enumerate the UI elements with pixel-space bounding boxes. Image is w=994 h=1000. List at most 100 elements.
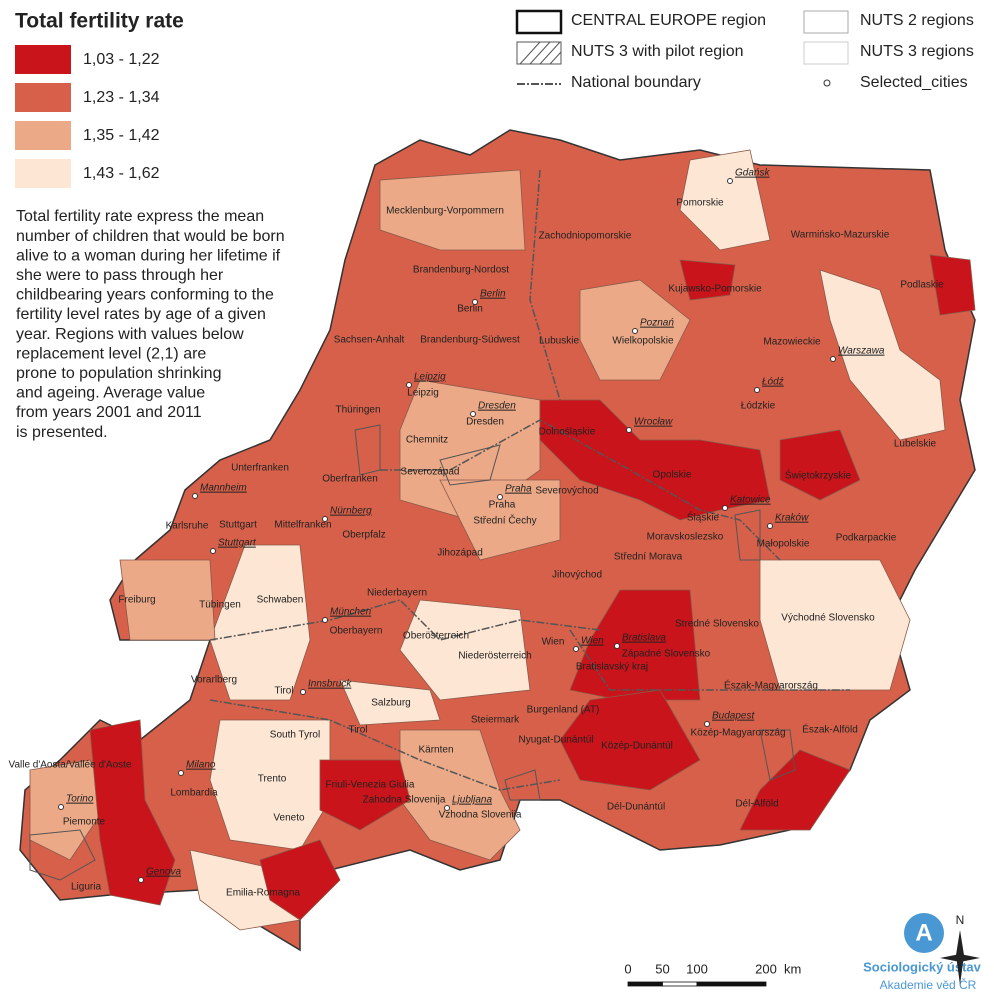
region-label: Leipzig: [407, 388, 439, 399]
region-label: Oberösterreich: [403, 631, 469, 642]
scale-segment: [662, 981, 698, 987]
region-label: Wien: [542, 637, 565, 648]
legend-label: NUTS 3 regions: [860, 43, 974, 60]
region-light: [29, 759, 111, 861]
description-line: prone to population shrinking: [16, 365, 221, 382]
region-light: [379, 169, 526, 251]
description-line: childbearing years conforming to the: [16, 287, 274, 304]
city-label: Wrocław: [634, 417, 673, 428]
region-label: Oberbayern: [330, 626, 383, 637]
description-line: and ageing. Average value: [16, 385, 205, 402]
city-label: München: [330, 607, 372, 618]
region-label: Mazowieckie: [763, 337, 821, 348]
region-label: Severovýchod: [535, 486, 598, 497]
region-label: Közép-Magyarország: [690, 728, 785, 739]
legend-swatch: [15, 83, 71, 112]
pilot-region: [504, 769, 541, 801]
legend-swatch: [15, 159, 71, 188]
city-label: Ljubljana: [452, 795, 492, 806]
description-line: year. Regions with values below: [16, 326, 244, 343]
city-marker: [497, 494, 503, 500]
region-label: Unterfranken: [231, 463, 289, 474]
city-label: Mannheim: [200, 483, 247, 494]
city-marker: [573, 646, 579, 652]
region-label: Kärnten: [418, 745, 453, 756]
city-label: Leipzig: [414, 372, 446, 383]
city-marker: [754, 387, 760, 393]
region-label: Salzburg: [371, 698, 410, 709]
city-label: Łódź: [762, 377, 784, 388]
pilot-region: [29, 829, 96, 881]
description: Total fertility rate express the mean num…: [16, 208, 285, 441]
region-dark: [679, 259, 736, 301]
scale-tick-label: 200: [755, 961, 777, 976]
region-label: Zahodna Slovenija: [363, 795, 446, 806]
scale-unit: km: [784, 961, 801, 976]
national-boundary: [380, 419, 781, 561]
legend-symbol: [515, 9, 563, 35]
region-label: Valle d'Aosta/Vallée d'Aoste: [9, 760, 132, 771]
region-label: Tirol: [274, 686, 293, 697]
region-dark: [259, 839, 341, 921]
region-label: Moravskoslezsko: [647, 532, 724, 543]
legend-label: 1,35 - 1,42: [83, 127, 160, 144]
legend-swatch: [15, 45, 71, 74]
region-label: Vorarlberg: [191, 675, 237, 686]
city-label: Poznań: [640, 318, 674, 329]
region-label: Severozápad: [401, 467, 460, 478]
city-marker: [406, 382, 412, 388]
region-label: Dolnośląskie: [539, 427, 596, 438]
region-label: Friuli-Venezia Giulia: [326, 780, 415, 791]
region-label: Thüringen: [335, 405, 380, 416]
national-boundaries: [209, 169, 850, 791]
region-dark: [89, 719, 176, 906]
national-boundary: [569, 629, 850, 691]
description-line: replacement level (2,1) are: [16, 345, 206, 362]
region-label: Východné Slovensko: [781, 613, 875, 624]
region-label: Jihozápad: [437, 548, 483, 559]
region-label: South Tyrol: [270, 730, 320, 741]
description-line: she were to pass through her: [16, 267, 224, 284]
city-label: Torino: [66, 794, 94, 805]
region-label: Liguria: [71, 882, 101, 893]
city-marker: [300, 689, 306, 695]
region-label: Niederbayern: [367, 588, 427, 599]
region-label: Dél-Alföld: [735, 799, 778, 810]
region-label: Oberfranken: [322, 474, 378, 485]
legend-label: 1,23 - 1,34: [83, 89, 160, 106]
region-label: Pomorskie: [676, 198, 724, 209]
region-label: Wielkopolskie: [612, 336, 674, 347]
region-label: Piemonte: [63, 817, 106, 828]
pilot-hatch: [29, 424, 796, 881]
national-boundary: [209, 599, 601, 641]
class-legend: 1,03 - 1,22 1,23 - 1,34 1,35 - 1,42 1,43 - …: [15, 45, 160, 188]
city-marker: [138, 877, 144, 883]
city-label: Katowice: [730, 495, 771, 506]
national-boundary: [529, 169, 561, 401]
region-pale: [759, 559, 911, 691]
region-label: Schwaben: [257, 595, 304, 606]
description-line: fertility level rates by age of a given: [16, 306, 266, 323]
region-label: Kujawsko-Pomorskie: [668, 284, 762, 295]
region-label: Oberpfalz: [342, 530, 385, 541]
region-label: Małopolskie: [757, 539, 810, 550]
region-label: Freiburg: [118, 595, 155, 606]
legend-symbol: [803, 41, 849, 65]
legend-label: 1,03 - 1,22: [83, 51, 160, 68]
description-line: alive to a woman during her lifetime if: [16, 247, 281, 264]
scale-bar: 0 50 100 200 km: [624, 961, 801, 987]
region-label: Stredné Slovensko: [675, 619, 759, 630]
region-label: Śląskie: [687, 511, 720, 524]
region-label: Warmińsko-Mazurskie: [791, 230, 890, 241]
region-label: Vzhodna Slovenija: [439, 810, 522, 821]
logo-name: Sociologický ústav: [863, 959, 982, 974]
city-label: Kraków: [775, 513, 809, 524]
city-marker: [192, 493, 198, 499]
region-label: Lubuskie: [539, 336, 579, 347]
description-line: Total fertility rate express the mean: [16, 208, 264, 225]
region-label: Mecklenburg-Vorpommern: [386, 206, 504, 217]
logo-letter: A: [915, 919, 932, 946]
city-marker: [210, 548, 216, 554]
region-label: Tübingen: [199, 600, 241, 611]
city-marker: [322, 617, 328, 623]
